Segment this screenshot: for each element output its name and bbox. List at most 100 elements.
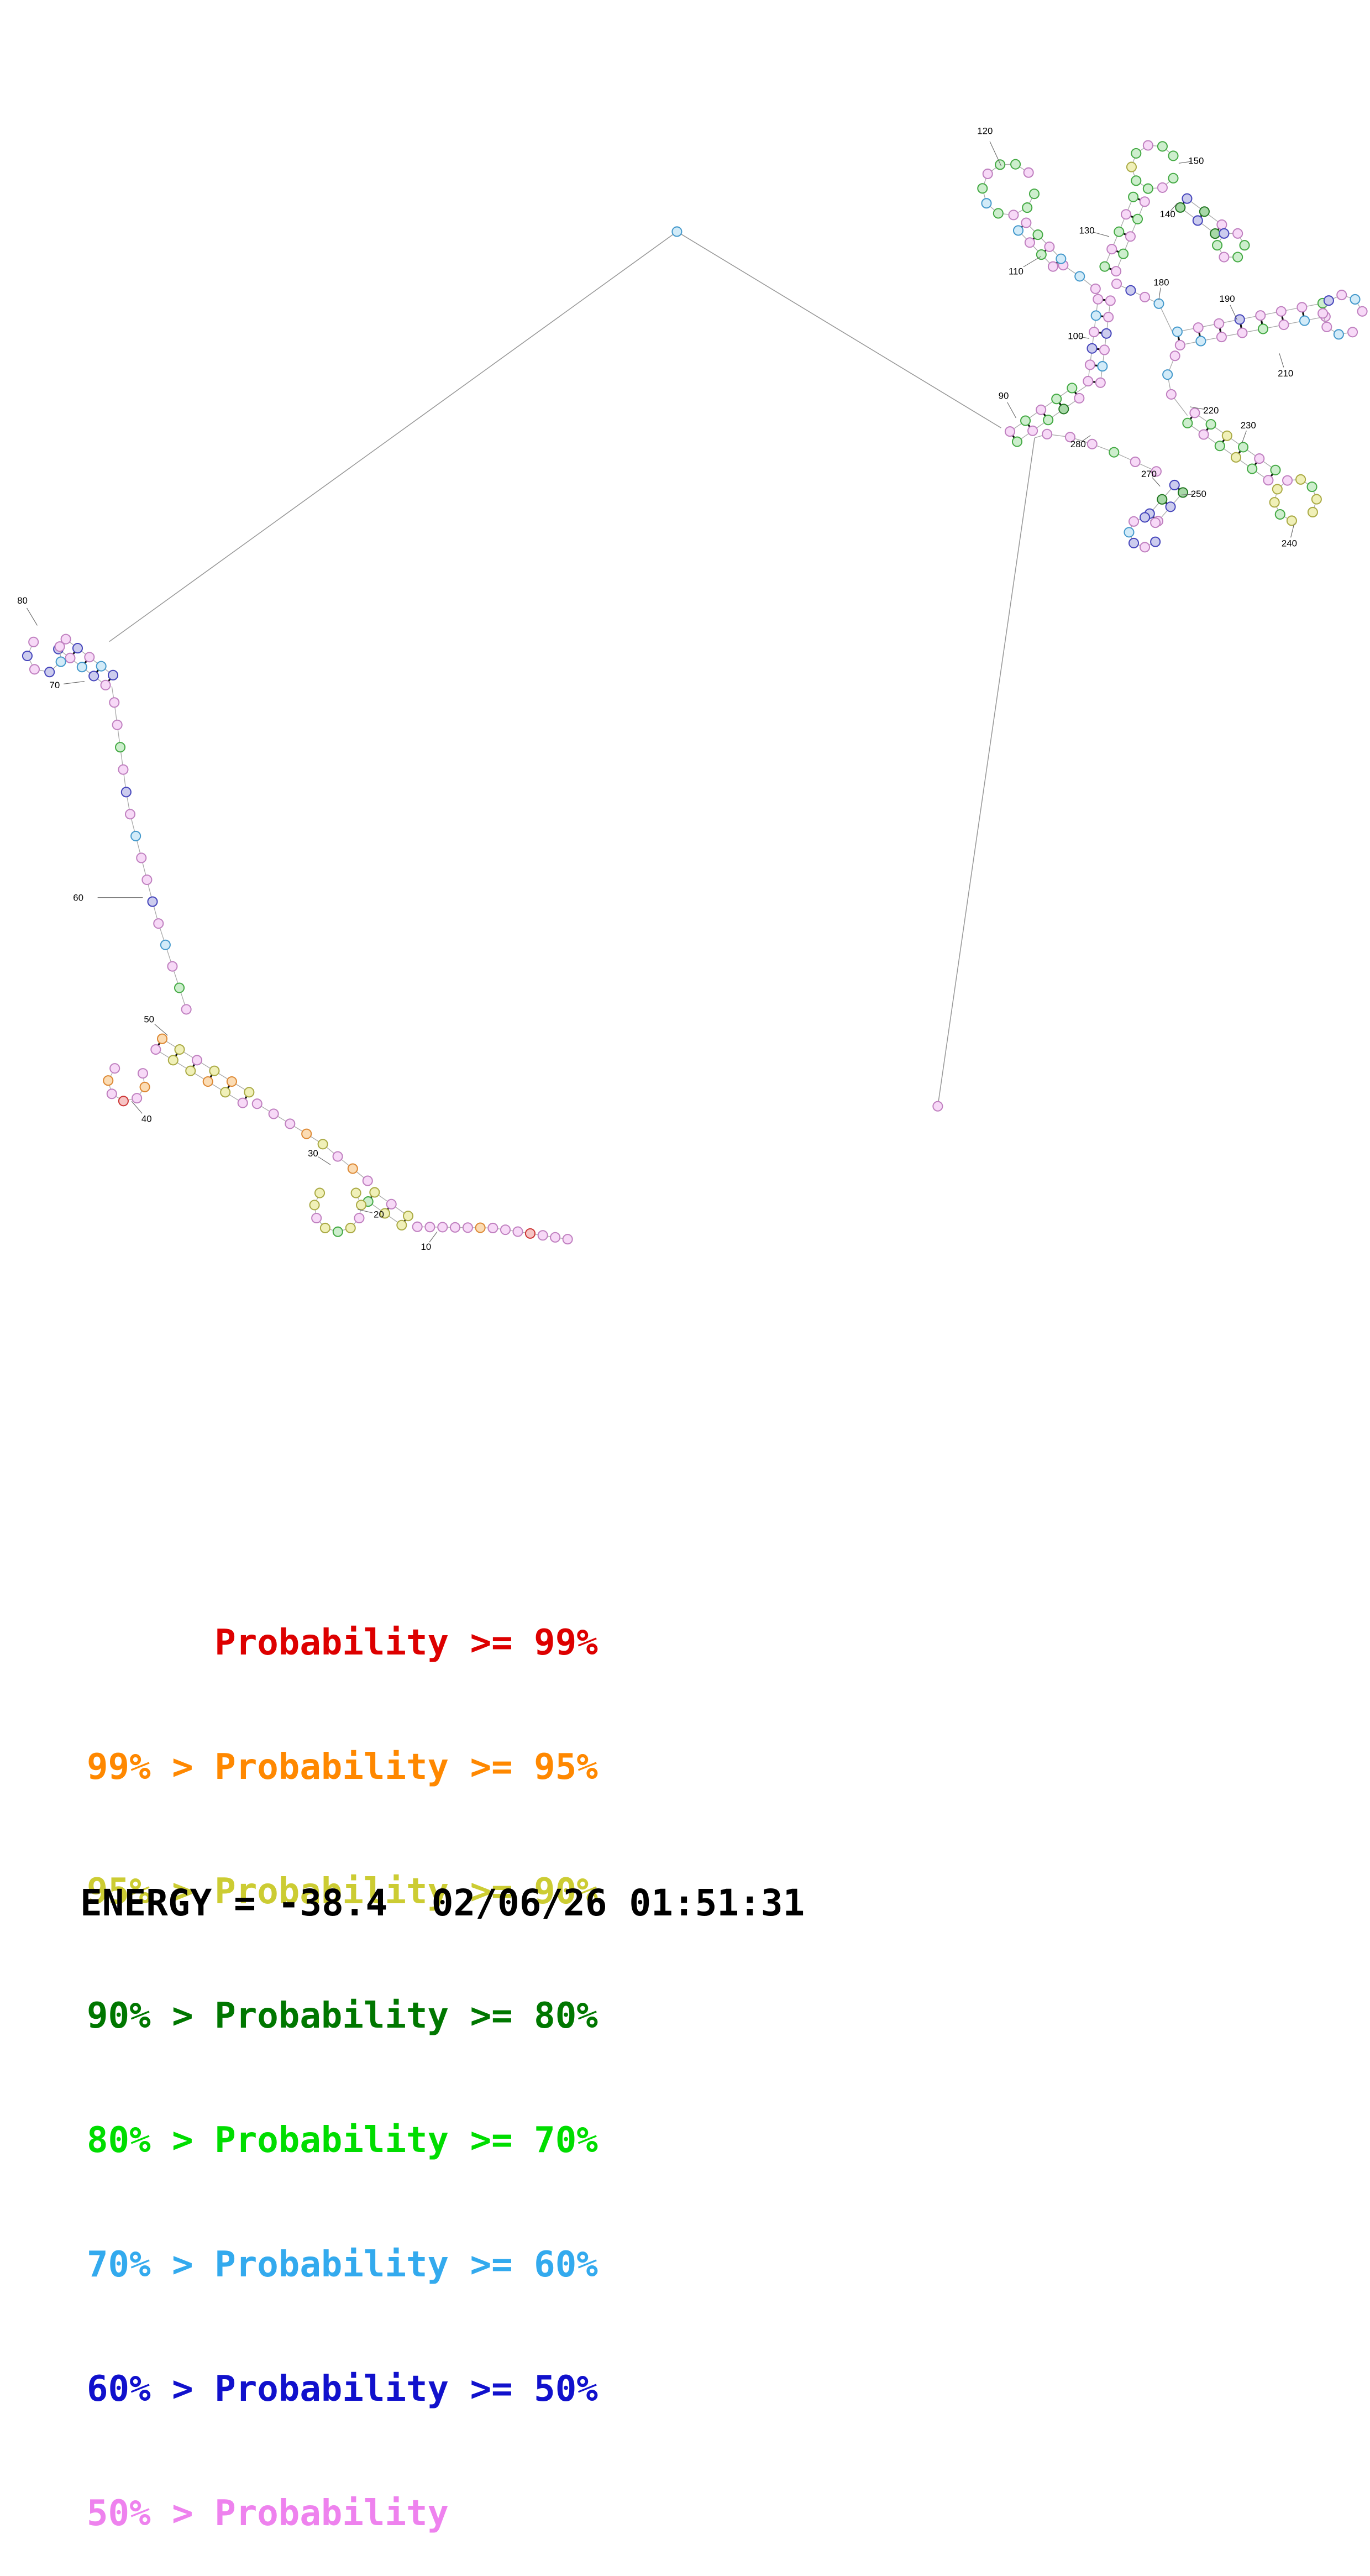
label-leader-line [989,141,1002,166]
position-label: 80 [17,595,28,606]
backbone-line [982,164,1035,216]
stem-36 [150,1033,255,1108]
legend-entry-95: 99% > Probability >= 95% [87,1747,598,1788]
nucleotide-dot [1044,241,1055,252]
label-leader-line [154,1024,168,1036]
nucleotide-dot [1011,436,1023,447]
chain-junction [1058,260,1101,294]
position-label: 120 [977,126,993,137]
nucleotide-dot [1219,252,1230,263]
nucleotide-dot [209,1065,220,1076]
backbone-line [1018,230,1053,267]
label-leader-line [1152,477,1161,487]
nucleotide-dot [1205,419,1216,430]
stem-110 [1012,217,1067,272]
position-label: 70 [50,680,60,690]
nucleotide-dot [1084,359,1095,370]
nucleotide-dot [1296,302,1308,313]
nucleotide-dot [1172,326,1183,337]
loop-120 [977,159,1040,221]
nucleotide-dot [317,1139,328,1150]
position-label: 250 [1191,489,1206,499]
position-label: 100 [1068,331,1083,341]
position-label: 110 [1009,266,1023,277]
nucleotide-dot [174,982,185,993]
nucleotide-dot [1051,394,1062,405]
nucleotide-dot [1336,290,1347,301]
legend-entry-80: 90% > Probability >= 80% [87,1996,598,2036]
nucleotide-dot [120,787,132,798]
nucleotide-dot [109,697,120,708]
nucleotide-dot [139,1081,150,1092]
nucleotide-dot [311,1212,322,1224]
nucleotide-dot [1103,312,1114,323]
nucleotide-dot [1175,202,1186,213]
nucleotide-dot [1189,407,1200,418]
nucleotide-dot [1247,463,1258,474]
nucleotide-dot [362,1175,373,1186]
nucleotide-dot [76,662,87,673]
nucleotide-dot [1132,213,1143,224]
nucleotide-dot [396,1219,407,1231]
nucleotide-dot [1272,484,1283,495]
nucleotide-dot [412,1221,423,1232]
label-leader-line [1241,430,1247,443]
nucleotide-dot [1182,417,1193,428]
nucleotide-dot [1193,322,1204,333]
position-label: 190 [1219,294,1235,304]
nucleotide-dot [1024,237,1035,248]
nucleotide-dot [1323,295,1334,306]
nucleotide-dot [1216,219,1227,230]
position-label: 240 [1282,538,1297,549]
position-label: 140 [1160,209,1175,219]
nucleotide-dot [1150,517,1161,528]
nucleotide-dot [153,918,164,929]
label-leader-line [318,1156,331,1165]
nucleotide-dot [424,1222,435,1233]
nucleotide-dot [1008,210,1019,221]
label-leader-line [1007,402,1016,418]
nucleotide-dot [1020,415,1031,426]
nucleotide-dot [1124,527,1135,538]
label-leader-line [1170,202,1178,211]
nucleotide-dot [1128,516,1140,527]
nucleotide-dot [1333,329,1344,340]
nucleotide-dot [124,809,136,820]
nucleotide-dot [1168,150,1179,161]
nucleotide-dot [1150,536,1161,547]
nucleotide-dot [72,643,83,654]
nucleotide-dot [1307,506,1318,518]
nucleotide-dot [402,1211,414,1222]
nucleotide-dot [1128,537,1140,548]
nucleotide-dot [1254,453,1265,464]
label-leader-line [429,1231,438,1243]
nucleotide-dot [1036,404,1047,415]
nucleotide-dot [60,633,71,645]
nucleotide-dot [150,1044,161,1055]
chain-160s [1111,278,1164,309]
nucleotide-dot [354,1212,365,1224]
stem-225 [1182,407,1281,486]
position-label: 270 [1141,469,1157,479]
nucleotide-dot [118,1096,129,1107]
nucleotide-dot [379,1208,391,1219]
nucleotide-dot [500,1224,511,1235]
nucleotide-dot [1166,389,1177,400]
legend-entry-70: 80% > Probability >= 70% [87,2120,598,2161]
label-leader-line [1279,353,1284,368]
nucleotide-dot [1214,441,1225,452]
label-leader-line [27,608,38,626]
nucleotide-dot [1306,481,1317,493]
nucleotide-dot [319,1222,330,1234]
nucleotide-dot [1153,298,1164,309]
nucleotide-dot [1125,285,1136,296]
nucleotide-dot [314,1187,326,1198]
nucleotide-dot [1074,392,1085,404]
nucleotide-dot [96,661,107,672]
nucleotide-dot [977,183,988,194]
nucleotide-dot [112,719,123,730]
position-label: 150 [1188,155,1204,166]
nucleotide-dot [1198,429,1209,440]
nucleotide-dot [167,1055,179,1066]
nucleotide-dot [1214,318,1225,329]
